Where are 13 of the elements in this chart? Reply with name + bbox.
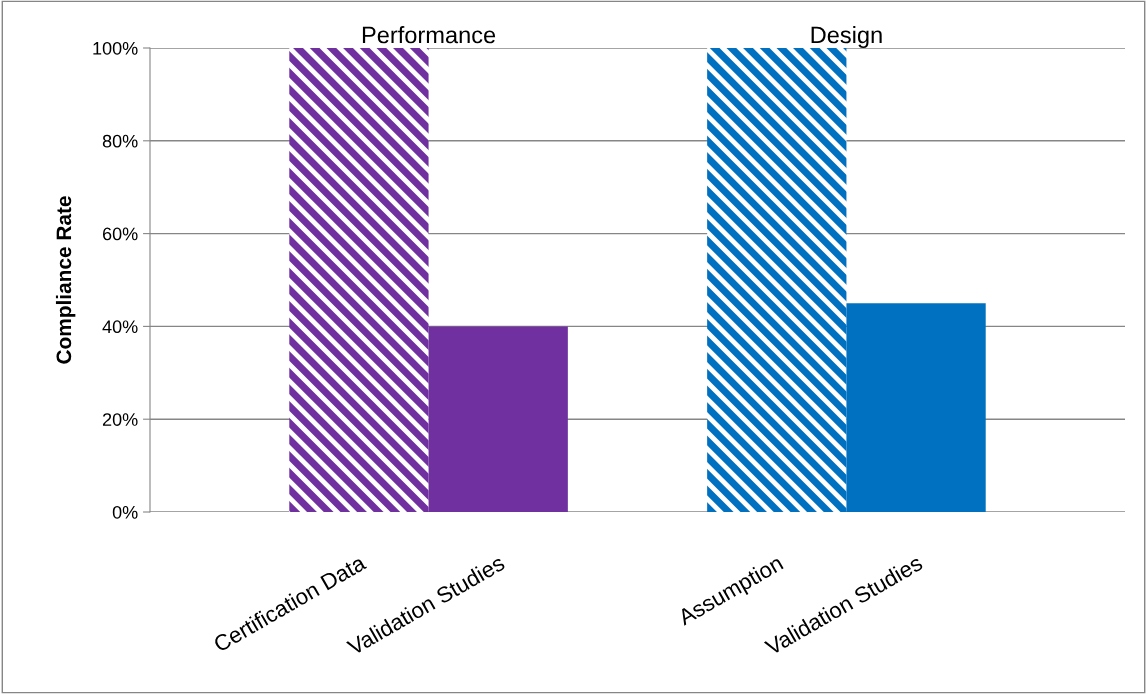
y-tick-label: 40% [102, 320, 138, 334]
bar [846, 303, 986, 512]
y-tick-label: 0% [112, 505, 138, 519]
y-tick-label: 20% [102, 413, 138, 426]
bar [428, 326, 568, 512]
y-axis-title: Compliance Rate [55, 196, 76, 364]
bar [289, 48, 429, 512]
text: Performance [362, 26, 496, 44]
y-tick-label: 100% [93, 41, 138, 55]
y-tick-label: 80% [102, 134, 138, 148]
y-tick-label: 60% [102, 227, 138, 241]
bar [707, 48, 847, 512]
annotation: Design [811, 25, 882, 48]
